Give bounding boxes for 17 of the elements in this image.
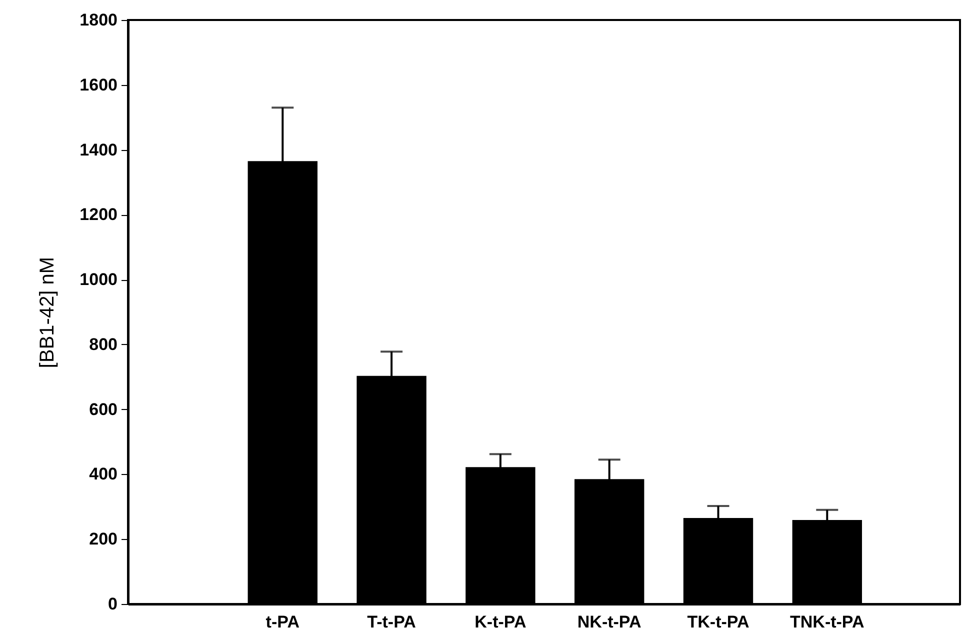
y-tick-label: 1400	[80, 140, 118, 160]
y-tick-label: 400	[89, 464, 118, 484]
x-tick-label: t-PA	[266, 612, 300, 632]
x-tick-label: TNK-t-PA	[790, 612, 864, 632]
x-tick-label: TK-t-PA	[687, 612, 750, 632]
y-tick-label: 200	[89, 530, 118, 549]
y-tick-label: 0	[108, 594, 118, 614]
y-tick-label: 800	[89, 334, 118, 354]
y-axis-title: [BB1-42] nM	[36, 256, 59, 368]
x-tick-label: K-t-PA	[474, 612, 526, 632]
y-tick-label: 600	[89, 400, 118, 419]
x-tick-label: NK-t-PA	[577, 612, 642, 632]
y-tick-label: 1200	[80, 205, 118, 224]
y-tick-label: 1800	[80, 10, 118, 30]
x-tick-label: T-t-PA	[367, 612, 416, 632]
y-tick-label: 1000	[80, 270, 118, 290]
y-tick-label: 1600	[80, 75, 118, 94]
